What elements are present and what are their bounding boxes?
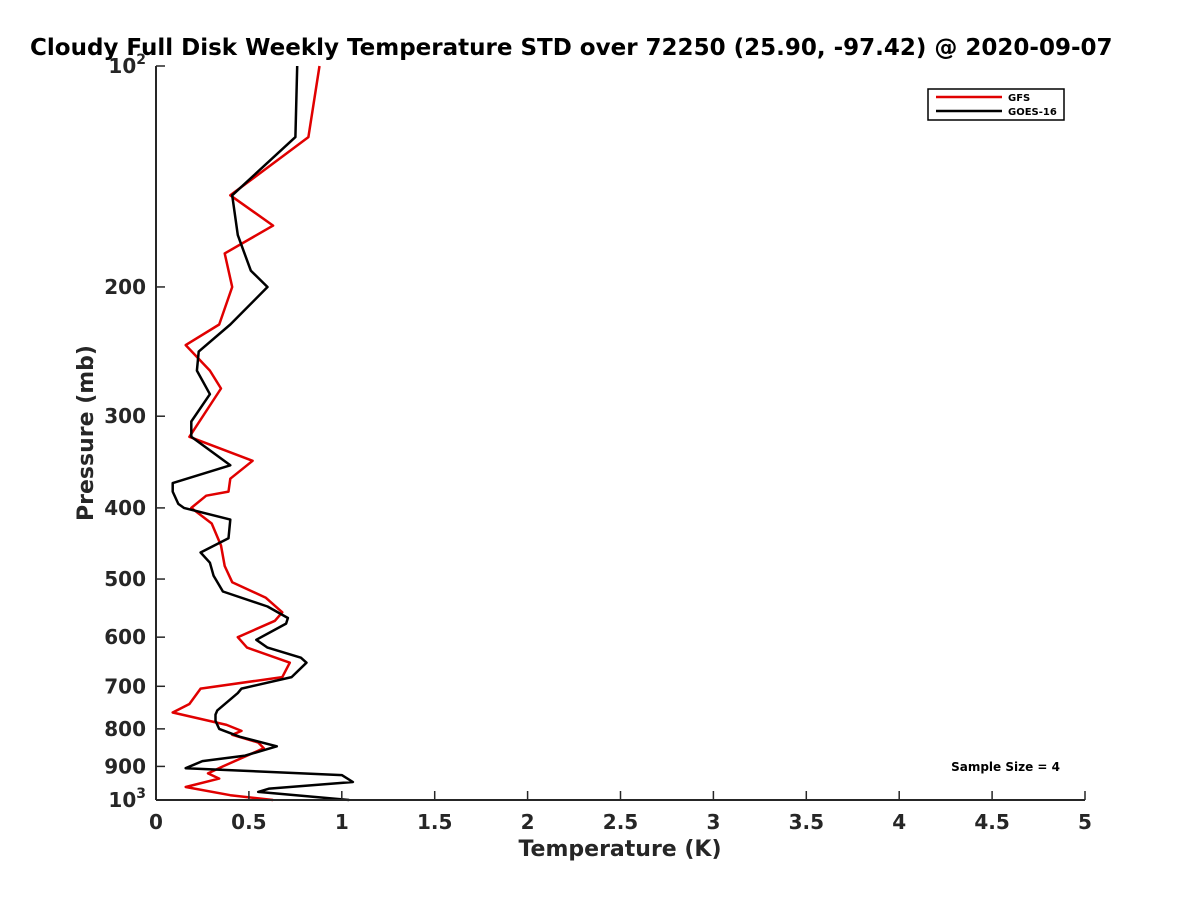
- y-tick-label: 500: [104, 567, 146, 591]
- y-tick-label: 103: [108, 786, 146, 812]
- legend: GFS GOES-16: [927, 88, 1065, 121]
- x-tick-label: 2.5: [603, 810, 638, 834]
- y-tick-label: 300: [104, 404, 146, 428]
- x-axis-label: Temperature (K): [518, 837, 721, 862]
- y-tick-label: 600: [104, 625, 146, 649]
- sample-size-annotation: Sample Size = 4: [951, 760, 1060, 774]
- y-tick-label: 102: [108, 52, 146, 78]
- x-tick-label: 5: [1078, 810, 1092, 834]
- legend-items: GFS GOES-16: [936, 93, 1057, 118]
- legend-label: GOES-16: [1008, 107, 1057, 118]
- x-tick-label: 4.5: [974, 810, 1009, 834]
- x-axis-ticks: 0 0.5 1 1.5 2 2.5 3 3.5 4 4.5 5: [149, 791, 1092, 834]
- x-tick-label: 2: [521, 810, 535, 834]
- y-tick-label: 700: [104, 674, 146, 698]
- series-line-gfs: [171, 65, 321, 802]
- y-tick-label: 400: [104, 496, 146, 520]
- series-line-goes-16: [171, 65, 355, 802]
- x-tick-label: 1.5: [417, 810, 452, 834]
- x-tick-label: 4: [892, 810, 906, 834]
- x-tick-label: 0.5: [231, 810, 266, 834]
- y-tick-label: 900: [104, 754, 146, 778]
- chart-title: Cloudy Full Disk Weekly Temperature STD …: [30, 35, 1113, 61]
- legend-box: [927, 88, 1065, 121]
- series-layer: [171, 65, 355, 802]
- x-tick-label: 1: [335, 810, 349, 834]
- x-tick-label: 0: [149, 810, 163, 834]
- x-tick-label: 3: [706, 810, 720, 834]
- y-axis-ticks: 102 200 300 400 500 600 700 800 900 103: [104, 52, 165, 812]
- x-tick-label: 3.5: [789, 810, 824, 834]
- y-tick-label: 200: [104, 275, 146, 299]
- y-axis-label: Pressure (mb): [74, 345, 99, 521]
- legend-label: GFS: [1008, 93, 1030, 104]
- y-tick-label: 800: [104, 717, 146, 741]
